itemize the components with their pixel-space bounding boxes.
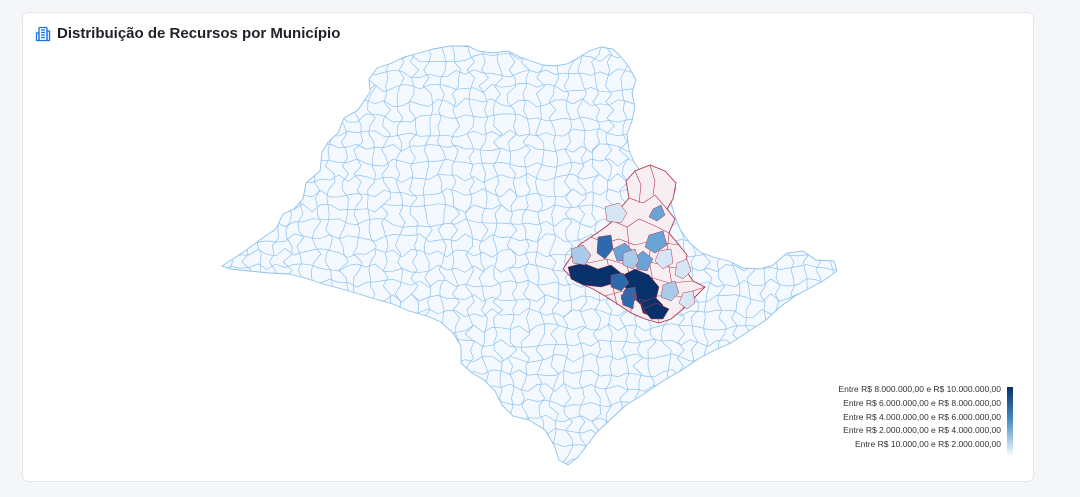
municipality-shape[interactable] [604,202,628,224]
municipality-shape[interactable] [596,234,614,260]
municipality-shape[interactable] [674,258,692,280]
map-card: Distribuição de Recursos por Município [22,12,1034,482]
legend-item: Entre R$ 6.000.000,00 e R$ 8.000.000,00 [843,397,1001,408]
municipality-shape[interactable] [644,230,668,254]
page-title: Distribuição de Recursos por Município [57,25,341,42]
municipality-shape[interactable] [642,302,670,320]
municipality-shape[interactable] [622,248,640,270]
municipality-shape[interactable] [660,280,680,302]
choropleth-municipalities[interactable] [567,202,696,320]
legend-labels: Entre R$ 8.000.000,00 e R$ 10.000.000,00… [838,383,1001,452]
legend-item: Entre R$ 8.000.000,00 e R$ 10.000.000,00 [838,384,1001,394]
legend-color-bar [1007,387,1013,455]
legend: Entre R$ 8.000.000,00 e R$ 10.000.000,00… [838,383,1013,455]
state-map[interactable] [23,13,1035,483]
legend-item: Entre R$ 10.000,00 e R$ 2.000.000,00 [854,439,1001,450]
municipality-shape[interactable] [654,248,674,270]
legend-item: Entre R$ 2.000.000,00 e R$ 4.000.000,00 [843,425,1001,436]
building-icon [35,26,51,42]
municipality-shape[interactable] [678,290,696,310]
municipality-shape[interactable] [570,244,592,266]
map-area[interactable] [23,13,1035,483]
municipality-shape[interactable] [620,292,636,310]
municipality-shape[interactable] [634,250,654,272]
municipality-shape[interactable] [648,204,666,222]
legend-item: Entre R$ 4.000.000,00 e R$ 6.000.000,00 [843,411,1001,422]
card-header: Distribuição de Recursos por Município [35,25,340,42]
municipality-shape[interactable] [610,272,630,292]
